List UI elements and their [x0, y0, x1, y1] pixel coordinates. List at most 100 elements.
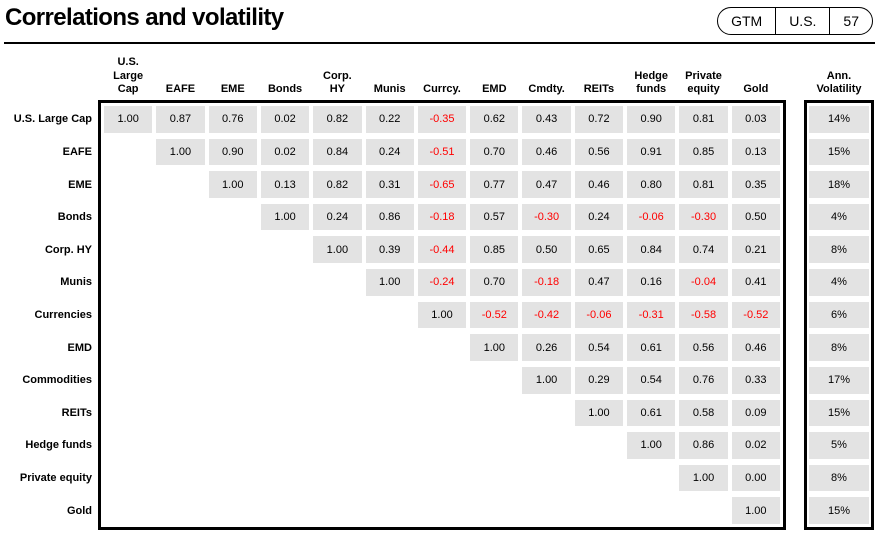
row-labels: U.S. Large Cap EAFE EME Bonds Corp. HY Munis C… [0, 100, 92, 530]
matrix-cell: 0.76 [208, 106, 257, 133]
matrix-cell-empty [366, 334, 414, 361]
matrix-cell: -0.65 [417, 171, 467, 198]
column-header: Gold [743, 82, 769, 95]
matrix-cell: 1.00 [260, 203, 310, 231]
matrix-cell-empty [313, 367, 361, 394]
matrix-cell-empty [627, 497, 675, 524]
row-label: Corp. HY [44, 243, 92, 256]
matrix-cell: 0.24 [365, 138, 414, 166]
matrix-cell: 0.56 [574, 138, 624, 166]
matrix-cell-empty [209, 367, 257, 394]
matrix-cell-empty [104, 432, 152, 459]
matrix-cell-empty [261, 465, 309, 492]
matrix-cell-empty [104, 367, 152, 394]
matrix-cell-empty [209, 334, 257, 361]
matrix-cell: 0.76 [679, 366, 728, 394]
volatility-cell: 8% [809, 334, 869, 361]
column-headers: U.S. Large Cap EAFE EME Bonds Corp. HY Munis C… [98, 44, 786, 98]
row-label: Munis [60, 276, 92, 289]
matrix-cell-empty [261, 497, 309, 524]
matrix-cell-empty [366, 400, 414, 427]
matrix-cell-empty [261, 432, 309, 459]
matrix-cell: 0.61 [627, 399, 676, 427]
matrix-cell: 0.84 [627, 236, 676, 264]
matrix-cell: 0.13 [260, 171, 310, 198]
matrix-cell-empty [313, 302, 361, 329]
matrix-cell-empty [313, 497, 361, 524]
matrix-cell: 1.00 [417, 301, 467, 329]
volatility-cell: 15% [809, 399, 869, 427]
matrix-cell: 0.62 [470, 106, 519, 133]
matrix-cell-empty [418, 432, 466, 459]
matrix-cell: 0.80 [627, 171, 676, 198]
column-header: U.S. Large Cap [113, 56, 144, 95]
column-header: EAFE [165, 82, 196, 95]
column-header: Currcy. [423, 82, 461, 95]
matrix-cell-empty [313, 334, 361, 361]
matrix-cell: -0.35 [417, 106, 467, 133]
matrix-cell: 1.00 [470, 334, 519, 361]
matrix-cell-empty [209, 204, 257, 231]
gtm-badge-region[interactable]: U.S. [775, 8, 829, 34]
matrix-cell: 0.82 [313, 106, 362, 133]
matrix-cell: 0.82 [313, 171, 362, 198]
matrix-cell: 1.00 [522, 366, 571, 394]
matrix-cell: 0.41 [731, 269, 780, 296]
matrix-cell: 0.39 [365, 236, 414, 264]
matrix-cell: 0.54 [574, 334, 624, 361]
column-header: Bonds [267, 82, 303, 95]
matrix-cell: 0.81 [679, 171, 728, 198]
column-header: Corp. HY [323, 69, 352, 95]
matrix-cell: -0.18 [417, 203, 467, 231]
matrix-cell: 0.54 [627, 366, 676, 394]
matrix-cell-empty [418, 497, 466, 524]
matrix-cell: 1.00 [313, 236, 362, 264]
matrix-cell: 0.31 [365, 171, 414, 198]
volatility-cell: 4% [809, 203, 869, 231]
matrix-cell: 0.86 [365, 203, 414, 231]
matrix-cell: 0.46 [731, 334, 780, 361]
matrix-cell: -0.06 [627, 203, 676, 231]
matrix-cell: -0.52 [731, 301, 780, 329]
matrix-cell: 0.21 [731, 236, 780, 264]
matrix-cell: 1.00 [679, 464, 728, 492]
column-header: Private equity [685, 69, 722, 95]
matrix-cell: 0.81 [679, 106, 728, 133]
volatility-cell: 17% [809, 366, 869, 394]
matrix-cell-empty [209, 432, 257, 459]
matrix-cell: 0.77 [470, 171, 519, 198]
row-label: EME [68, 178, 92, 191]
matrix-cell: 0.47 [522, 171, 571, 198]
matrix-cell: 0.91 [627, 138, 676, 166]
matrix-cell-empty [366, 302, 414, 329]
matrix-cell: -0.30 [679, 203, 728, 231]
matrix-cell-empty [156, 432, 204, 459]
gtm-badge-gtm[interactable]: GTM [731, 13, 763, 29]
row-label: Private equity [19, 472, 92, 485]
matrix-cell-empty [261, 302, 309, 329]
row-label: Commodities [22, 374, 92, 387]
matrix-cell: 0.65 [574, 236, 624, 264]
volatility-cell: 5% [809, 432, 869, 459]
gtm-badge-page[interactable]: 57 [829, 8, 872, 34]
column-header: Munis [373, 82, 406, 95]
matrix-cell: 0.87 [156, 106, 205, 133]
matrix-cell-empty [104, 334, 152, 361]
matrix-cell-empty [209, 497, 257, 524]
matrix-cell: 0.86 [679, 432, 728, 459]
matrix-cell-empty [470, 432, 518, 459]
matrix-cell: 0.46 [574, 171, 624, 198]
matrix-cell: 0.61 [627, 334, 676, 361]
matrix-cell: 0.85 [679, 138, 728, 166]
matrix-cell-empty [470, 367, 518, 394]
matrix-cell-empty [104, 236, 152, 263]
matrix-cell-empty [470, 400, 518, 427]
matrix-cell: 0.26 [522, 334, 571, 361]
matrix-cell-empty [522, 465, 570, 492]
matrix-cell-empty [209, 236, 257, 263]
matrix-cell: 0.72 [574, 106, 624, 133]
matrix-cell-empty [156, 497, 204, 524]
matrix-cell-empty [679, 497, 727, 524]
row-label: Currencies [34, 308, 92, 321]
